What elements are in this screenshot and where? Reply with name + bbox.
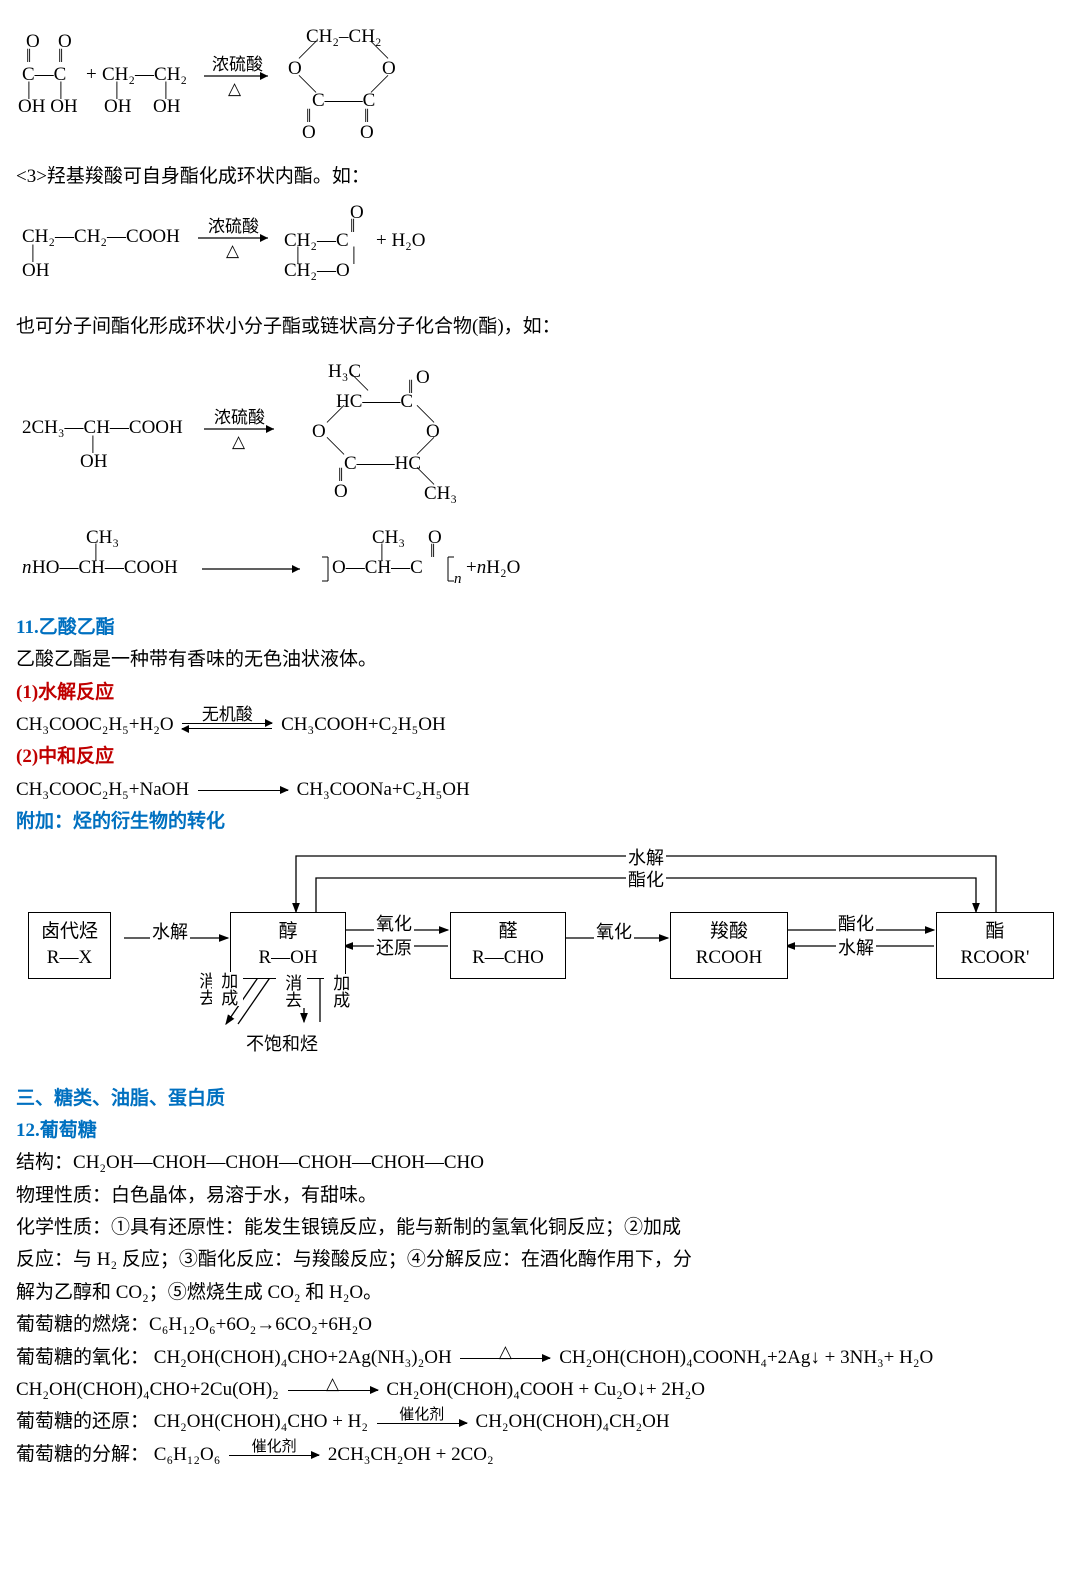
- glucose-physical: 物理性质：白色晶体，易溶于水，有甜味。: [16, 1181, 1064, 1211]
- reagent-label: 浓硫酸: [212, 55, 263, 74]
- section-11-desc: 乙酸乙酯是一种带有香味的无色油状液体。: [16, 645, 1064, 675]
- svg-text:‖: ‖: [430, 541, 435, 562]
- svg-text:O: O: [312, 421, 326, 442]
- glucose-decomposition: 葡萄糖的分解： C₆H₁₂O₆ 催化剂 2CH₃CH₂OH + 2CO₂: [16, 1440, 1064, 1470]
- glucose-oxidation-1: 葡萄糖的氧化： CH₂OH(CHOH)₄CHO+2Ag(NH₃)₂OH △ CH…: [16, 1343, 1064, 1373]
- glucose-chemical-2: 反应：与 H₂ 反应；③酯化反应：与羧酸反应；④分解反应：在酒化酶作用下，分: [16, 1245, 1064, 1275]
- neutralization-equation: CH₃COOC₂H₅+NaOH CH₃COONa+C₂H₅OH: [16, 775, 1064, 805]
- svg-text:OH: OH: [153, 96, 181, 117]
- reaction-1-diagram: OO ‖‖ C—C || OH OH + CH₂—CH₂ || OHOH 浓硫酸…: [16, 22, 1064, 142]
- svg-text:‖: ‖: [350, 216, 355, 237]
- svg-text:浓硫酸: 浓硫酸: [208, 217, 259, 236]
- svg-text:+ H₂O: + H₂O: [376, 230, 426, 251]
- flow-node-alcohol: 醇R—OH: [230, 912, 346, 979]
- svg-text:CH₃: CH₃: [424, 483, 457, 503]
- section-12-title: 12.葡萄糖: [16, 1116, 1064, 1146]
- svg-text:O: O: [334, 481, 348, 502]
- flow-node-ester: 酯RCOOR': [936, 912, 1054, 979]
- svg-text:O: O: [302, 122, 316, 142]
- svg-text:n: n: [22, 557, 32, 578]
- section-3-title: 三、糖类、油脂、蛋白质: [16, 1084, 1064, 1114]
- svg-text:HC——C: HC——C: [336, 391, 413, 412]
- glucose-structure: 结构：CH₂OH—CHOH—CHOH—CHOH—CHOH—CHO: [16, 1148, 1064, 1178]
- section-11-2-title: (2)中和反应: [16, 746, 114, 767]
- svg-text:△: △: [226, 241, 240, 260]
- glucose-reduction: 葡萄糖的还原： CH₂OH(CHOH)₄CHO + H₂ 催化剂 CH₂OH(C…: [16, 1407, 1064, 1437]
- svg-text:O: O: [360, 122, 374, 142]
- reaction-2-diagram: CH₂—CH₂—COOH | OH 浓硫酸 △ O ‖ CH₂—C || CH₂…: [16, 202, 1064, 292]
- glucose-oxidation-2: CH₂OH(CHOH)₄CHO+2Cu(OH)₂ △ CH₂OH(CHOH)₄C…: [16, 1375, 1064, 1405]
- cond-label: △: [228, 79, 242, 98]
- flow-node-halide: 卤代烃R—X: [28, 912, 111, 979]
- glucose-chemical-1: 化学性质：①具有还原性：能发生银镜反应，能与新制的氢氧化铜反应；②加成: [16, 1213, 1064, 1243]
- hydrolysis-equation: CH₃COOC₂H₅+H₂O 无机酸 CH₃COOH+C₂H₅OH: [16, 710, 1064, 740]
- svg-text:浓硫酸: 浓硫酸: [214, 408, 265, 427]
- svg-text:CH₃: CH₃: [372, 527, 405, 548]
- svg-text:+: +: [86, 64, 97, 85]
- svg-text:OH: OH: [80, 451, 108, 472]
- svg-text:＼: ＼: [326, 436, 345, 458]
- reaction-3-diagram: 2CH₃—CH—COOH | OH 浓硫酸 △ H₃CO ＼‖ HC——C ／＼…: [16, 353, 1064, 503]
- svg-text:OH OH: OH OH: [18, 96, 78, 117]
- svg-text:CH₂—C: CH₂—C: [284, 230, 349, 251]
- line-4: 也可分子间酯化形成环状小分子酯或链状高分子化合物(酯)，如：: [16, 312, 1064, 342]
- section-11-1-title: (1)水解反应: [16, 682, 114, 703]
- svg-text:2CH₃—CH—COOH: 2CH₃—CH—COOH: [22, 417, 183, 438]
- svg-text:OH: OH: [104, 96, 132, 117]
- svg-text:CH₂—O: CH₂—O: [284, 260, 350, 281]
- svg-text:+nH₂O: +nH₂O: [466, 557, 520, 578]
- svg-text:CH₂—CH₂—COOH: CH₂—CH₂—COOH: [22, 226, 180, 247]
- section-11-add-title: 附加：烃的衍生物的转化: [16, 807, 1064, 837]
- flow-node-carboxylic: 羧酸RCOOH: [670, 912, 788, 979]
- svg-text:／: ／: [326, 404, 345, 426]
- section-11-title: 11.乙酸乙酯: [16, 613, 1064, 643]
- glucose-combustion: 葡萄糖的燃烧：C₆H₁₂O₆+6O₂→6CO₂+6H₂O: [16, 1310, 1064, 1340]
- flow-node-aldehyde: 醛R—CHO: [450, 912, 566, 979]
- svg-text:△: △: [232, 432, 246, 451]
- line-3: <3>羟基羧酸可自身酯化成环状内酯。如：: [16, 162, 1064, 192]
- derivative-flow-diagram: 水解 酯化 卤代烃R—X 醇R—OH 醛R—CHO 羧酸RCOOH 酯RCOOR…: [16, 844, 1056, 1064]
- svg-text:OH: OH: [22, 260, 50, 281]
- svg-text:O—CH—C: O—CH—C: [332, 557, 423, 578]
- svg-text:O: O: [416, 367, 430, 388]
- glucose-chemical-3: 解为乙醇和 CO₂；⑤燃烧生成 CO₂ 和 H₂O。: [16, 1278, 1064, 1308]
- svg-text:HO—CH—COOH: HO—CH—COOH: [32, 557, 178, 578]
- svg-text:|: |: [352, 244, 356, 265]
- svg-text:CH₃: CH₃: [86, 527, 119, 548]
- reaction-4-diagram: CH₃ | n HO—CH—COOH CH₃O |‖ O—CH—C n +nH₂…: [16, 523, 1064, 593]
- svg-text:n: n: [454, 571, 462, 587]
- svg-text:C——HC: C——HC: [344, 453, 421, 474]
